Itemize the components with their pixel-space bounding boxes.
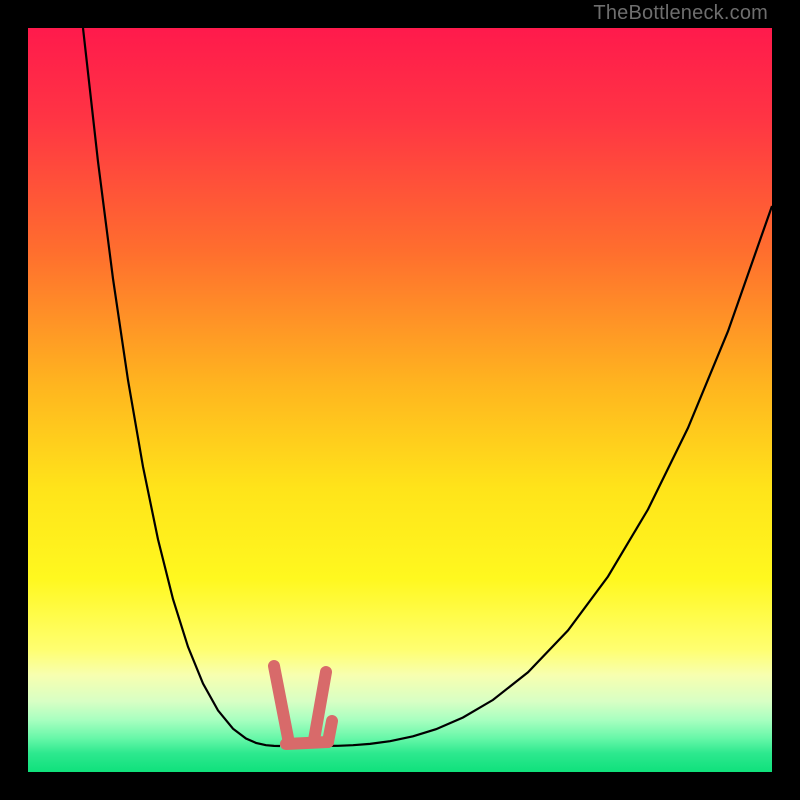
endpoint-markers xyxy=(274,666,332,744)
marker-right-tail xyxy=(328,721,332,742)
marker-bottom-run xyxy=(286,742,328,744)
outer-frame: TheBottleneck.com xyxy=(0,0,800,800)
marker-left-stub xyxy=(274,666,288,738)
curve-left xyxy=(83,28,280,746)
plot-area xyxy=(28,28,772,772)
marker-right-stub xyxy=(314,672,326,740)
curve-right xyxy=(316,206,772,746)
watermark-text: TheBottleneck.com xyxy=(593,2,768,25)
curves-layer xyxy=(28,28,772,772)
